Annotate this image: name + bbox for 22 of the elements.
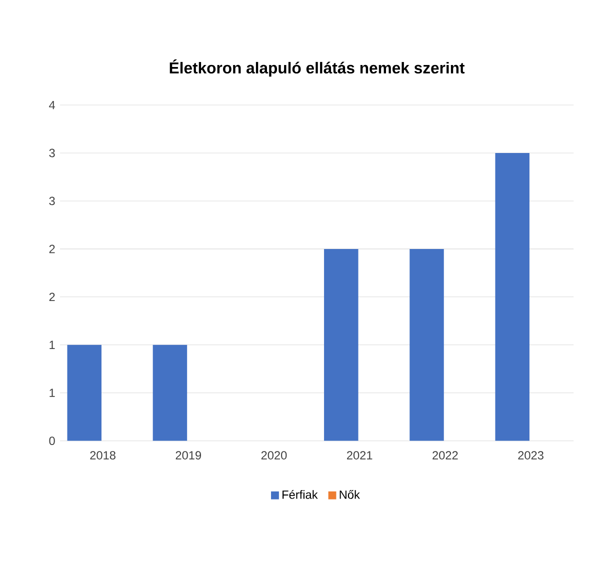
bar — [410, 248, 444, 441]
chart-title: Életkoron alapuló ellátás nemek szerint — [170, 59, 465, 77]
y-tick-label: 3 — [49, 196, 55, 206]
y-tick-label: 1 — [50, 340, 55, 349]
x-tick-label: 2023 — [518, 451, 544, 460]
y-tick-label: 0 — [49, 436, 55, 446]
x-tick-label: 2021 — [347, 451, 372, 460]
y-tick-label: 4 — [49, 100, 55, 110]
legend-label: Nők — [340, 490, 360, 499]
legend-label: Férfiak — [282, 490, 318, 499]
bar — [495, 153, 530, 441]
y-tick-label: 1 — [50, 388, 55, 397]
y-tick-label: 2 — [49, 244, 55, 254]
bar — [152, 344, 188, 441]
bar — [67, 344, 102, 441]
x-tick-label: 2020 — [261, 451, 287, 460]
y-tick-label: 3 — [49, 148, 55, 158]
x-tick-label: 2019 — [176, 451, 202, 460]
y-tick-label: 2 — [49, 292, 55, 302]
x-tick-label: 2018 — [90, 451, 116, 460]
x-tick-label: 2022 — [432, 451, 458, 460]
bar — [324, 248, 358, 441]
